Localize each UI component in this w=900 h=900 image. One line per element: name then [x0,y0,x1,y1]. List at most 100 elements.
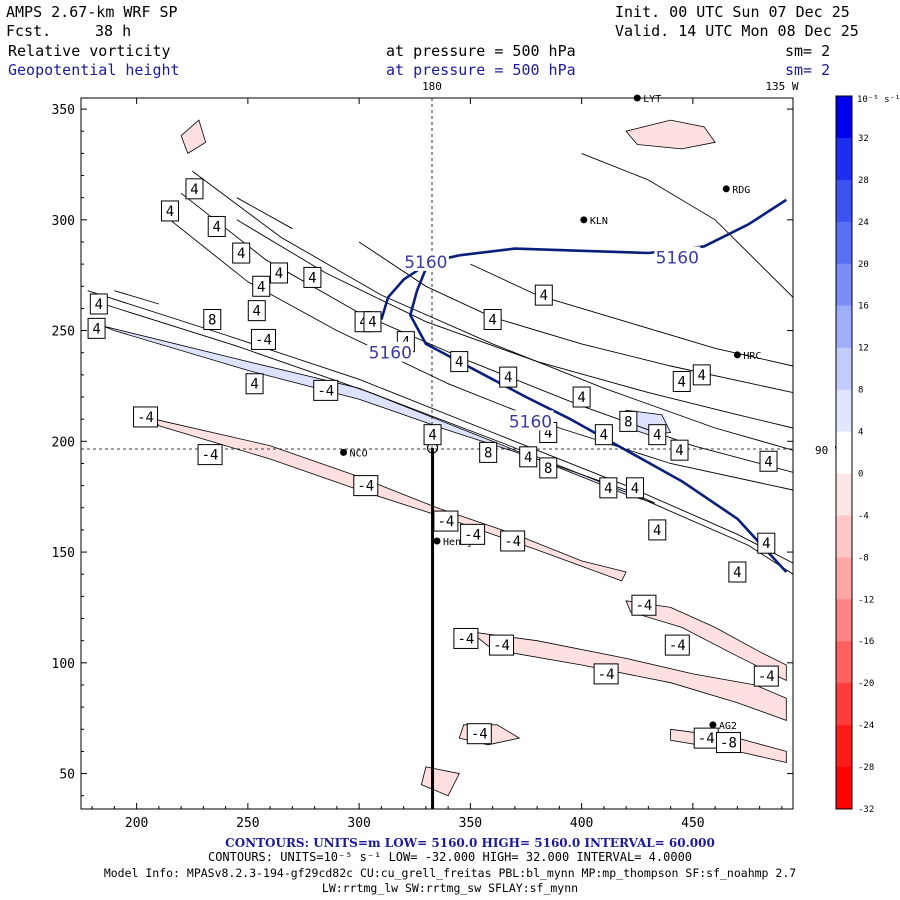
positive-vorticity-label-box [303,266,322,288]
colorbar-tick-label: 0 [858,469,863,479]
negative-vorticity-label: -4 [471,727,488,743]
model-info-line2: LW:rrtmg_lw SW:rrtmg_sw SFLAY:sf_mynn [321,881,579,895]
positive-vorticity-label-box [619,410,638,432]
y-tick-label: 300 [52,214,75,229]
height-label-bg [654,246,701,267]
positive-vorticity-label-box [363,311,382,333]
positive-vorticity-label: 4 [631,481,639,497]
positive-vorticity-label: 8 [544,461,552,477]
station-marker-hrc [733,351,741,359]
positive-vorticity-label-box [648,519,667,541]
cross-section-line [426,442,439,809]
positive-vorticity-label-box [247,300,266,322]
colorbar-swatch [836,96,852,139]
positive-vorticity-label: 8 [208,312,216,328]
meridian-label-180: 180 [422,80,442,93]
vorticity-contour [180,192,793,473]
negative-vorticity-label-box [313,379,339,401]
colorbar-tick-label: -28 [858,763,874,773]
negative-vorticity-label-box [715,732,741,754]
field1-name: Relative vorticity [8,42,171,60]
colorbar-tick-label: -8 [858,553,869,563]
negative-vorticity-label-box [489,634,515,656]
positive-vorticity-label-box [87,317,106,339]
vorticity-contour [470,263,793,367]
positive-vorticity-label-box [757,532,776,554]
negative-vorticity-band [625,600,787,682]
station-marker-ag2 [709,721,717,729]
positive-vorticity-label-box [270,262,289,284]
positive-vorticity-label-box [759,450,778,472]
station-label-hrc: HRC [743,351,761,362]
positive-vorticity-label-box [572,386,591,408]
positive-vorticity-label-box [534,284,553,306]
positive-vorticity-label: 4 [166,204,174,220]
negative-vorticity-label: -4 [137,410,154,426]
station-marker-rdg [722,185,730,193]
field1-smoothing: sm= 2 [785,42,831,60]
model-info-line1: Model Info: MPASv8.2.3-194-gf29cd82c CU:… [103,866,797,880]
field1-level: at pressure = 500 hPa [386,42,576,60]
colorbar-swatch [836,767,852,810]
positive-vorticity-label-box [599,477,618,499]
vorticity-contour [103,303,793,575]
positive-vorticity-label-box [479,441,498,463]
y-tick-label: 250 [52,325,75,340]
colorbar-swatch [836,725,852,768]
colorbar-tick-label: 16 [858,302,869,312]
colorbar-tick-label: -4 [858,511,869,521]
colorbar-swatch [836,179,852,223]
height-contour-5160 [408,268,788,573]
positive-vorticity-label-box [626,477,645,499]
positive-vorticity-label-box [519,446,538,468]
negative-vorticity-band [180,119,207,154]
height-contour-label: 5160 [369,344,412,364]
negative-vorticity-label-box [664,634,690,656]
colorbar: 10⁻⁵ s⁻¹ 32 28 24 20 16 12 8 4 0 -4 -8 -12 -16 -20 -24… [835,95,900,815]
vorticity-contour [169,219,793,491]
vorticity-contour [581,152,793,298]
positive-vorticity-label-box [728,561,747,583]
colorbar-tick-label: 20 [858,260,869,270]
height-label-bg [402,250,449,271]
vorticity-contour [192,170,793,451]
y-tick-label: 50 [59,768,75,783]
colorbar-swatch [836,347,852,391]
positive-vorticity-label: 4 [540,288,548,304]
positive-vorticity-label: 4 [653,428,661,444]
positive-vorticity-label: 4 [675,443,683,459]
positive-vorticity-label: 8 [624,414,632,430]
negative-vorticity-label: -4 [493,638,510,654]
negative-vorticity-label: -4 [255,332,272,348]
positive-vorticity-label: 4 [455,355,463,371]
height-label-bg [507,410,554,431]
negative-vorticity-label-box [460,523,486,545]
negative-vorticity-label-box [353,475,379,497]
negative-vorticity-label-box [250,328,276,350]
positive-vorticity-label: 4 [604,481,612,497]
negative-vorticity-label: -4 [202,448,219,464]
colorbar-swatch [836,389,852,433]
positive-vorticity-label-box [483,308,502,330]
negative-vorticity-label-box [631,594,657,616]
negative-vorticity-label-box [133,406,159,428]
positive-vorticity-label-box [670,439,689,461]
positive-vorticity-label: 4 [213,219,221,235]
negative-vorticity-band [420,766,460,797]
station-label-nco: NCO [350,448,368,459]
vorticity-contour [236,219,793,429]
height-label-bg [367,341,414,362]
colorbar-swatch [836,515,852,558]
colorbar-tick-label: -32 [858,805,874,815]
positive-vorticity-label: 4 [600,428,608,444]
positive-vorticity-label-box [539,457,558,479]
colorbar-swatch [836,641,852,684]
colorbar-tick-label: -24 [858,721,874,731]
station-marker-kln [580,216,588,224]
station-marker-henry [433,537,441,545]
colorbar-units: 10⁻⁵ s⁻¹ [857,95,900,105]
colorbar-tick-label: 32 [858,134,869,144]
vorticity-contour [87,290,793,564]
negative-vorticity-label-box [433,510,459,532]
negative-vorticity-label: -4 [437,514,454,530]
